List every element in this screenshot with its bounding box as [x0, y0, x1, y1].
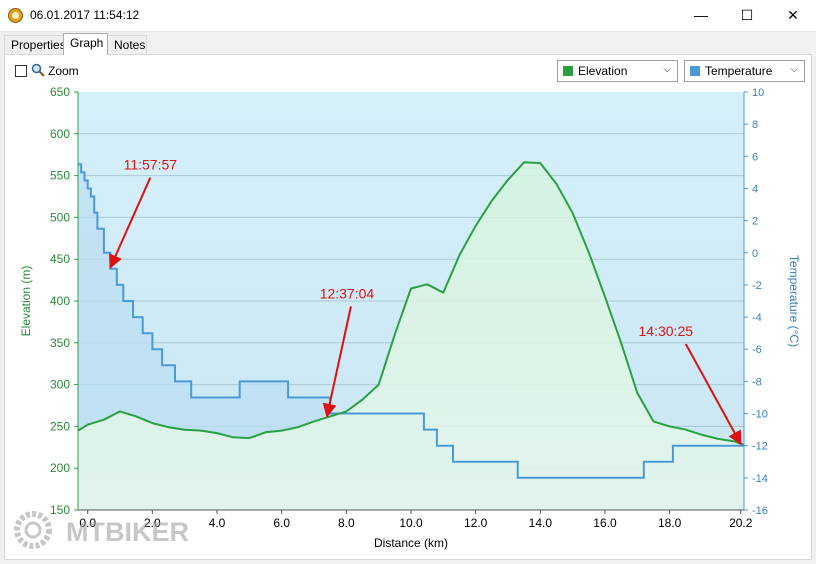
right-series-select-value: Temperature [705, 64, 773, 78]
title-bar: 06.01.2017 11:54:12 — ☐ ✕ [0, 0, 816, 32]
app-icon [8, 8, 23, 23]
tab-properties[interactable]: Properties [4, 35, 66, 54]
right-series-select[interactable]: Temperature ⌵ [684, 60, 805, 82]
chevron-down-icon: ⌵ [790, 64, 798, 75]
left-series-select[interactable]: Elevation ⌵ [557, 60, 678, 82]
elevation-swatch [563, 66, 573, 76]
tab-graph[interactable]: Graph [63, 33, 108, 55]
window-title: 06.01.2017 11:54:12 [30, 8, 140, 22]
close-icon: ✕ [787, 7, 799, 23]
minimize-button[interactable]: — [678, 0, 724, 31]
graph-panel: Zoom Elevation ⌵ Temperature ⌵ [4, 54, 812, 560]
magnifier-icon [31, 63, 45, 77]
maximize-icon: ☐ [740, 7, 754, 23]
temperature-swatch [690, 66, 700, 76]
minimize-icon: — [694, 7, 708, 23]
zoom-checkbox[interactable] [15, 65, 27, 77]
maximize-button[interactable]: ☐ [724, 0, 770, 31]
zoom-label: Zoom [48, 64, 79, 78]
tab-notes[interactable]: Notes [107, 35, 147, 54]
chevron-down-icon: ⌵ [663, 64, 671, 75]
left-series-select-value: Elevation [578, 64, 628, 78]
close-button[interactable]: ✕ [770, 0, 816, 31]
tab-strip: Properties Graph Notes [0, 31, 816, 55]
